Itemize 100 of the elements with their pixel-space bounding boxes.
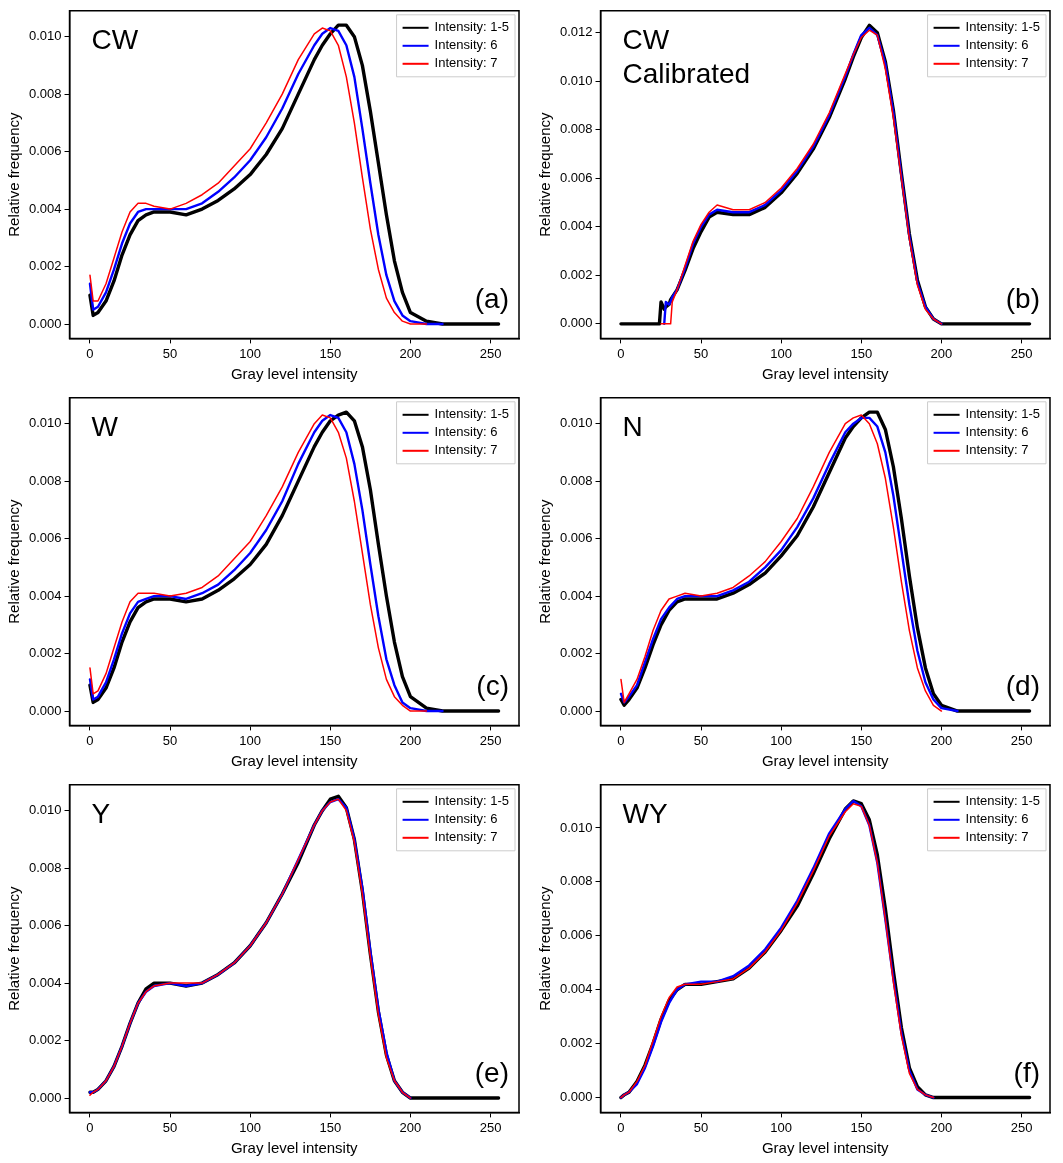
x-tick-label: 150 [319, 345, 342, 361]
x-axis-title: Gray level intensity [761, 1139, 890, 1157]
y-axis-title: Relative frequency [5, 498, 23, 624]
y-tick-label: 0.006 [28, 530, 62, 546]
legend-label: Intensity: 1-5 [434, 793, 510, 809]
annotation: WY [622, 797, 668, 829]
x-tick-label: 200 [930, 732, 953, 748]
x-tick-label: 250 [479, 345, 502, 361]
legend-label: Intensity: 7 [434, 442, 498, 458]
y-tick-label: 0.004 [28, 974, 62, 990]
y-tick-label: 0.008 [559, 472, 593, 488]
x-axis-title: Gray level intensity [230, 365, 359, 383]
y-tick-label: 0.006 [559, 927, 593, 943]
y-tick-label: 0.008 [28, 85, 62, 101]
x-tick-label: 50 [162, 732, 178, 748]
y-tick-label: 0.004 [28, 200, 62, 216]
x-tick-label: 0 [86, 1119, 94, 1135]
annotation: (f) [1013, 1057, 1040, 1089]
legend-label: Intensity: 7 [434, 829, 498, 845]
y-tick-label: 0.004 [28, 587, 62, 603]
legend-label: Intensity: 6 [434, 424, 498, 440]
y-tick-label: 0.000 [28, 702, 62, 718]
annotation: CW [91, 23, 139, 55]
x-tick-label: 250 [1010, 345, 1033, 361]
x-tick-label: 50 [162, 1119, 178, 1135]
x-tick-label: 200 [930, 1119, 953, 1135]
y-axis-title: Relative frequency [536, 885, 554, 1011]
legend-label: Intensity: 6 [434, 811, 498, 827]
x-tick-label: 100 [239, 732, 262, 748]
y-tick-label: 0.008 [559, 873, 593, 889]
annotation: CW Calibrated [622, 23, 751, 89]
annotation: (e) [474, 1057, 509, 1089]
y-tick-label: 0.004 [559, 218, 593, 234]
annotation: (c) [476, 670, 509, 702]
x-tick-label: 0 [617, 345, 625, 361]
y-tick-label: 0.008 [559, 121, 593, 137]
legend-label: Intensity: 1-5 [965, 19, 1041, 35]
x-axis-title: Gray level intensity [761, 365, 890, 383]
y-tick-label: 0.012 [559, 24, 593, 40]
x-tick-label: 200 [399, 1119, 422, 1135]
legend-label: Intensity: 7 [965, 829, 1029, 845]
annotation: W [91, 410, 119, 442]
y-tick-label: 0.000 [559, 702, 593, 718]
legend-label: Intensity: 6 [965, 424, 1029, 440]
y-tick-label: 0.002 [559, 645, 593, 661]
y-axis-title: Relative frequency [5, 885, 23, 1011]
y-axis-title: Relative frequency [5, 111, 23, 237]
x-tick-label: 0 [86, 345, 94, 361]
x-tick-label: 50 [162, 345, 178, 361]
x-tick-label: 100 [770, 345, 793, 361]
x-tick-label: 250 [479, 1119, 502, 1135]
x-tick-label: 250 [1010, 732, 1033, 748]
y-tick-label: 0.004 [559, 981, 593, 997]
x-tick-label: 150 [319, 732, 342, 748]
x-tick-label: 50 [693, 1119, 709, 1135]
annotation: (d) [1005, 670, 1040, 702]
x-tick-label: 250 [1010, 1119, 1033, 1135]
y-axis-title: Relative frequency [536, 498, 554, 624]
legend-label: Intensity: 6 [434, 37, 498, 53]
x-axis-title: Gray level intensity [230, 1139, 359, 1157]
y-tick-label: 0.010 [559, 415, 593, 431]
y-tick-label: 0.000 [559, 315, 593, 331]
x-tick-label: 200 [930, 345, 953, 361]
y-tick-label: 0.008 [28, 859, 62, 875]
x-axis-title: Gray level intensity [761, 752, 890, 770]
x-tick-label: 0 [86, 732, 94, 748]
y-tick-label: 0.002 [28, 258, 62, 274]
y-tick-label: 0.002 [28, 645, 62, 661]
x-tick-label: 200 [399, 345, 422, 361]
legend-label: Intensity: 7 [434, 55, 498, 71]
x-tick-label: 150 [850, 1119, 873, 1135]
x-axis-title: Gray level intensity [230, 752, 359, 770]
y-tick-label: 0.008 [28, 472, 62, 488]
y-tick-label: 0.000 [559, 1089, 593, 1105]
y-tick-label: 0.006 [28, 143, 62, 159]
x-tick-label: 0 [617, 732, 625, 748]
legend-label: Intensity: 1-5 [965, 406, 1041, 422]
x-tick-label: 50 [693, 345, 709, 361]
legend-label: Intensity: 1-5 [434, 406, 510, 422]
x-tick-label: 100 [239, 345, 262, 361]
y-tick-label: 0.010 [28, 28, 62, 44]
annotation: N [622, 410, 643, 442]
y-tick-label: 0.000 [28, 1089, 62, 1105]
y-tick-label: 0.004 [559, 587, 593, 603]
x-tick-label: 100 [770, 1119, 793, 1135]
y-tick-label: 0.002 [559, 1035, 593, 1051]
annotation: (b) [1005, 283, 1040, 315]
y-axis-title: Relative frequency [536, 111, 554, 237]
x-tick-label: 100 [770, 732, 793, 748]
y-tick-label: 0.010 [559, 72, 593, 88]
x-tick-label: 0 [617, 1119, 625, 1135]
x-tick-label: 200 [399, 732, 422, 748]
y-tick-label: 0.006 [28, 917, 62, 933]
y-tick-label: 0.002 [28, 1032, 62, 1048]
legend-label: Intensity: 1-5 [434, 19, 510, 35]
x-tick-label: 150 [319, 1119, 342, 1135]
y-tick-label: 0.002 [559, 266, 593, 282]
y-tick-label: 0.010 [28, 802, 62, 818]
x-tick-label: 100 [239, 1119, 262, 1135]
x-tick-label: 150 [850, 732, 873, 748]
